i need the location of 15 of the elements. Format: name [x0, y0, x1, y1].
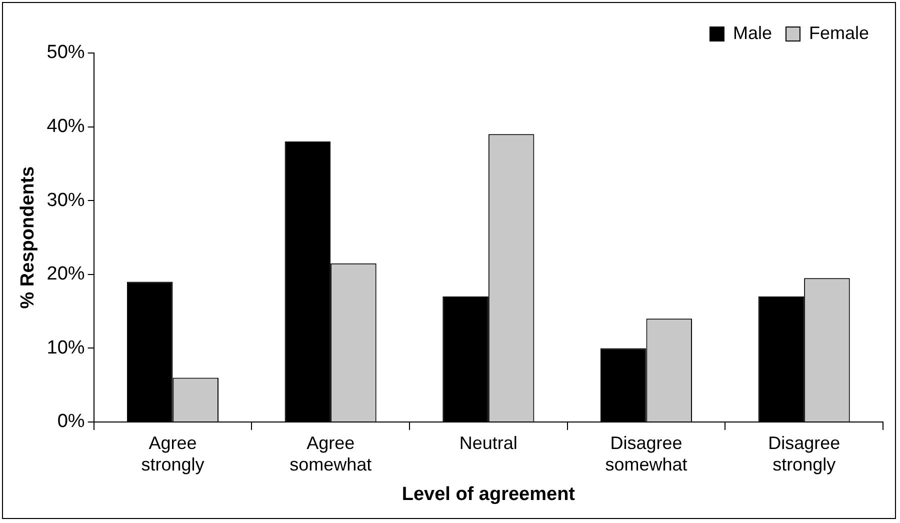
x-axis-title: Level of agreement [402, 484, 576, 505]
y-tick-label: 20% [46, 264, 85, 285]
x-tick-label: Disagree somewhat [605, 432, 688, 474]
legend-label: Female [808, 22, 870, 43]
y-tick-label: 50% [46, 42, 85, 64]
x-tick-label: Disagree strongly [768, 432, 840, 474]
y-axis-title: % Respondents [18, 166, 39, 309]
x-tick-label: Agree strongly [141, 432, 204, 474]
x-tick-label: Neutral [459, 432, 518, 453]
legend-label: Male [732, 22, 772, 43]
y-tick-label: 0% [57, 411, 85, 432]
x-tick-label: Agree somewhat [290, 432, 372, 474]
y-tick-label: 30% [46, 190, 85, 211]
y-tick-label: 10% [46, 337, 85, 358]
y-tick-label: 40% [46, 116, 85, 138]
